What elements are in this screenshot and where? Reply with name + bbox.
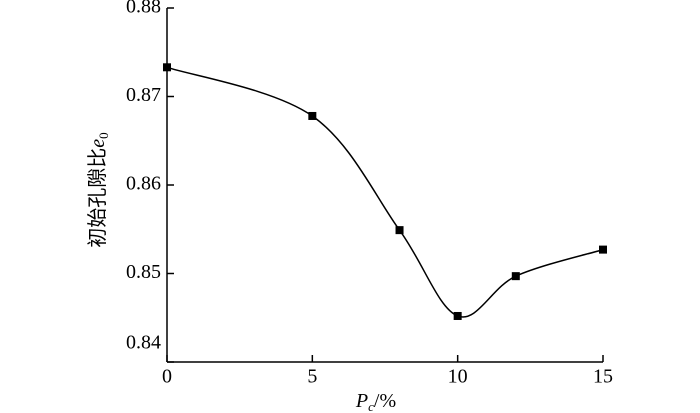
x-label-var: P <box>355 390 368 412</box>
x-label-suffix: /% <box>374 390 396 412</box>
y-tick-label: 0.86 <box>126 173 161 195</box>
line <box>166 66 604 318</box>
y-tick-label: 0.88 <box>126 0 161 18</box>
marker <box>511 272 520 281</box>
marker <box>453 311 462 320</box>
y-label-text: 初始孔隙比 <box>86 148 109 248</box>
x-label-sub: c <box>368 399 374 413</box>
x-tick-label: 10 <box>448 366 468 388</box>
marker <box>395 226 404 235</box>
x-tick-label: 5 <box>307 366 317 388</box>
marker <box>308 111 317 120</box>
y-tick-label: 0.85 <box>126 261 161 283</box>
y-tick-label: 0.87 <box>126 84 161 106</box>
y-axis-label: 初始孔隙比e0 <box>86 132 111 247</box>
x-axis-label: Pc/% <box>355 390 396 413</box>
y-label-sub: 0 <box>96 132 111 139</box>
x-tick-label: 0 <box>162 366 172 388</box>
y-label-var: e <box>87 139 109 148</box>
y-tick-label: 0.84 <box>126 332 161 354</box>
marker <box>599 245 607 254</box>
marker <box>163 63 171 72</box>
x-tick-label: 15 <box>593 366 613 388</box>
